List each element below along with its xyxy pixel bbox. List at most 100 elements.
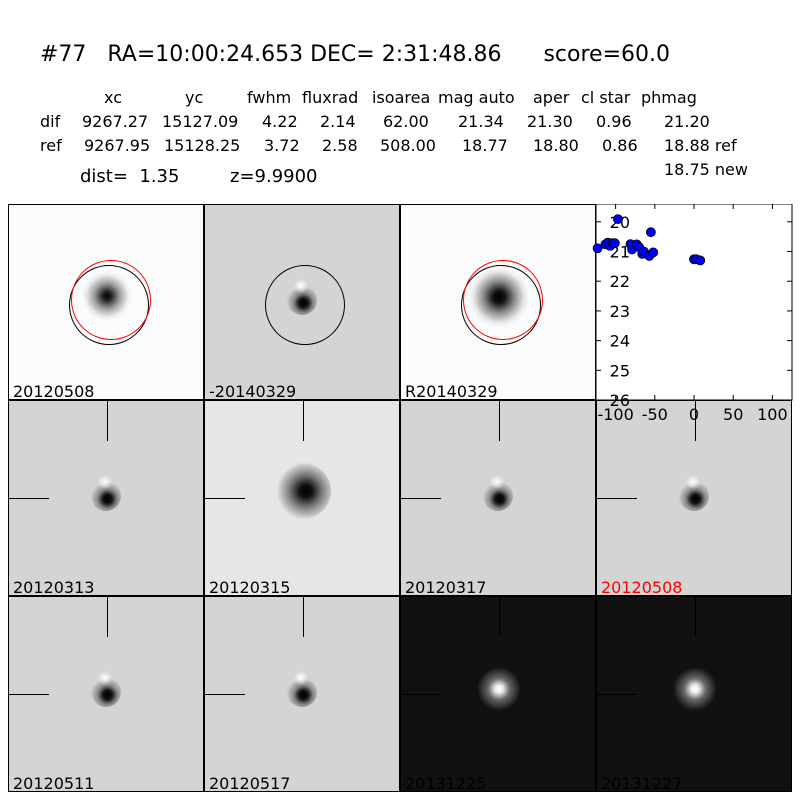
cell-value: 2.58 xyxy=(322,136,358,155)
crosshair-horizontal xyxy=(401,498,441,499)
x-tick-label: 50 xyxy=(723,405,743,424)
y-tick-label: 25 xyxy=(610,361,630,380)
x-tick-label: 0 xyxy=(689,405,699,424)
cell-value: 2.14 xyxy=(320,112,356,131)
cell-value: 15127.09 xyxy=(162,112,239,131)
cell-value: 0.86 xyxy=(602,136,638,155)
cell-value: 3.72 xyxy=(264,136,300,155)
crosshair-vertical xyxy=(303,597,304,637)
row-label: ref xyxy=(40,136,62,155)
positive-lobe xyxy=(293,671,309,685)
positive-lobe xyxy=(685,475,701,489)
phmag-new: 18.75 new xyxy=(664,160,748,179)
aperture-circle-black xyxy=(265,265,345,345)
crosshair-horizontal xyxy=(597,694,637,695)
stamp-date-label: 20120315 xyxy=(209,578,291,596)
source-blob xyxy=(275,463,331,519)
cell-value: 508.00 xyxy=(380,136,436,155)
plot-area xyxy=(595,204,793,401)
crosshair-vertical xyxy=(695,401,696,441)
row-label: dif xyxy=(40,112,61,131)
positive-lobe xyxy=(97,671,113,685)
image-stamp[interactable]: 20120517 xyxy=(204,596,400,792)
stamp-date-label: 20120517 xyxy=(209,774,291,792)
y-tick-label: 23 xyxy=(610,302,630,321)
cell-value: 18.88 ref xyxy=(664,136,737,155)
candidate-title: #77 RA=10:00:24.653 DEC= 2:31:48.86 scor… xyxy=(40,42,670,67)
dist-value: dist= 1.35 xyxy=(80,166,180,187)
cell-value: 18.80 xyxy=(533,136,579,155)
data-point xyxy=(609,238,620,249)
crosshair-horizontal xyxy=(9,498,49,499)
cell-value: 21.30 xyxy=(527,112,573,131)
stamp-date-label: 20120508 xyxy=(601,578,683,596)
data-point xyxy=(645,227,656,238)
column-header: aper xyxy=(533,88,570,107)
image-stamp[interactable]: 20120315 xyxy=(204,400,400,596)
positive-lobe xyxy=(97,475,113,489)
image-stamp[interactable]: 20120508 xyxy=(596,400,792,596)
y-tick-label: 22 xyxy=(610,272,630,291)
stamp-date-label: 20131227 xyxy=(601,774,683,792)
x-tick-label: 100 xyxy=(757,405,788,424)
column-header: cl star xyxy=(581,88,631,107)
aperture-circle-red xyxy=(71,260,151,340)
positive-lobe xyxy=(489,475,505,489)
source-blob xyxy=(477,667,521,711)
image-stamp[interactable]: -20140329 xyxy=(204,204,400,400)
stamp-date-label: 20120508 xyxy=(13,382,95,400)
y-tick-label: 24 xyxy=(610,332,630,351)
column-header: mag auto xyxy=(438,88,515,107)
data-point xyxy=(648,247,659,258)
column-header: xc xyxy=(104,88,122,107)
image-stamp[interactable]: R20140329 xyxy=(400,204,596,400)
image-stamp[interactable]: 20131227 xyxy=(596,596,792,792)
x-tick-label: -100 xyxy=(597,405,633,424)
crosshair-vertical xyxy=(499,597,500,637)
stamp-date-label: 20131225 xyxy=(405,774,487,792)
data-point xyxy=(613,214,623,225)
cell-value: 18.77 xyxy=(462,136,508,155)
data-point xyxy=(695,255,706,266)
cell-value: 62.00 xyxy=(383,112,429,131)
image-stamp[interactable]: 20120508 xyxy=(8,204,204,400)
stamp-date-label: 20120313 xyxy=(13,578,95,596)
source-blob xyxy=(673,667,717,711)
x-tick-label: -50 xyxy=(642,405,668,424)
crosshair-vertical xyxy=(695,597,696,637)
column-header: isoarea xyxy=(372,88,431,107)
crosshair-horizontal xyxy=(9,694,49,695)
stamp-date-label: 20120317 xyxy=(405,578,487,596)
cell-value: 9267.27 xyxy=(82,112,149,131)
crosshair-vertical xyxy=(499,401,500,441)
data-point xyxy=(592,243,603,254)
cell-value: 4.22 xyxy=(262,112,298,131)
stamp-date-label: R20140329 xyxy=(405,382,498,400)
cell-value: 9267.95 xyxy=(84,136,151,155)
cell-value: 21.34 xyxy=(458,112,504,131)
crosshair-horizontal xyxy=(401,694,441,695)
crosshair-vertical xyxy=(107,597,108,637)
cell-value: 0.96 xyxy=(596,112,632,131)
image-stamp[interactable]: 20120317 xyxy=(400,400,596,596)
stamp-date-label: -20140329 xyxy=(209,382,297,400)
crosshair-vertical xyxy=(107,401,108,441)
aperture-circle-red xyxy=(463,260,543,340)
crosshair-horizontal xyxy=(205,498,245,499)
image-stamp[interactable]: 20131225 xyxy=(400,596,596,792)
column-header: phmag xyxy=(641,88,697,107)
z-value: z=9.9900 xyxy=(230,166,318,187)
image-stamp[interactable]: 20120511 xyxy=(8,596,204,792)
cell-value: 21.20 xyxy=(664,112,710,131)
image-stamp[interactable]: 20120313 xyxy=(8,400,204,596)
column-header: yc xyxy=(185,88,204,107)
column-header: fluxrad xyxy=(302,88,359,107)
crosshair-horizontal xyxy=(205,694,245,695)
stamp-date-label: 20120511 xyxy=(13,774,95,792)
crosshair-horizontal xyxy=(597,498,637,499)
column-header: fwhm xyxy=(247,88,292,107)
y-tick-label: 26 xyxy=(610,391,630,410)
cell-value: 15128.25 xyxy=(164,136,241,155)
